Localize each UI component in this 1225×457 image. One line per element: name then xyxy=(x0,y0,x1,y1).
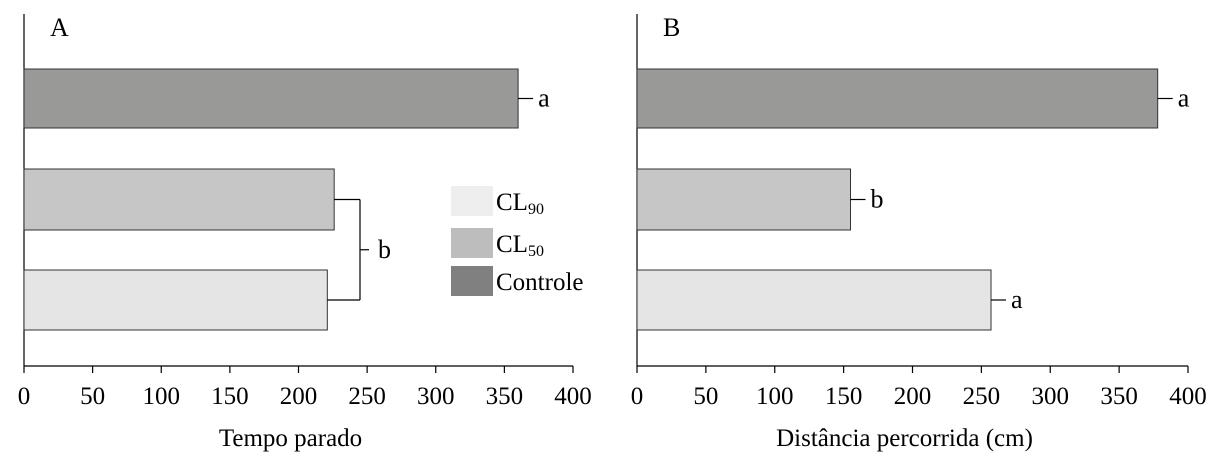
x-tick-label: 150 xyxy=(825,383,863,410)
significance-label: a xyxy=(1011,285,1023,314)
x-tick-label: 0 xyxy=(631,383,644,410)
legend-label: Controle xyxy=(496,269,584,296)
x-tick-label: 400 xyxy=(1169,383,1207,410)
panel-label: B xyxy=(663,13,680,42)
x-tick-label: 300 xyxy=(1032,383,1070,410)
panel-label: A xyxy=(50,13,69,42)
x-tick-label: 200 xyxy=(894,383,932,410)
x-axis-title: Tempo parado xyxy=(219,425,362,452)
significance-label: a xyxy=(538,84,550,113)
legend-label: CL50 xyxy=(496,231,544,260)
bar-cl50 xyxy=(23,168,335,231)
x-tick-label: 400 xyxy=(554,383,592,410)
significance-label: b xyxy=(378,235,391,264)
bar-controle xyxy=(636,68,1159,129)
x-tick-label: 300 xyxy=(417,383,455,410)
significance-label: a xyxy=(1178,84,1190,113)
x-tick-label: 250 xyxy=(963,383,1001,410)
significance-label: b xyxy=(871,185,884,214)
legend-subscript: 90 xyxy=(528,201,544,218)
legend-swatch xyxy=(451,186,493,216)
x-tick-label: 100 xyxy=(756,383,794,410)
x-tick-label: 50 xyxy=(80,383,105,410)
x-tick-label: 350 xyxy=(486,383,524,410)
x-tick-label: 50 xyxy=(693,383,718,410)
x-axis-title: Distância percorrida (cm) xyxy=(776,425,1033,452)
bar-cl90 xyxy=(23,269,328,331)
x-tick-label: 100 xyxy=(143,383,181,410)
legend-label: CL90 xyxy=(496,189,544,218)
legend-swatch xyxy=(451,228,493,258)
x-tick-label: 200 xyxy=(280,383,318,410)
bar-cl50 xyxy=(636,168,852,231)
x-tick-label: 0 xyxy=(18,383,31,410)
legend-subscript: 50 xyxy=(528,243,544,260)
x-tick-label: 150 xyxy=(211,383,249,410)
x-tick-label: 350 xyxy=(1100,383,1138,410)
legend-swatch xyxy=(451,266,493,296)
bar-controle xyxy=(23,68,519,129)
x-tick-label: 250 xyxy=(348,383,386,410)
bar-cl90 xyxy=(636,269,992,331)
